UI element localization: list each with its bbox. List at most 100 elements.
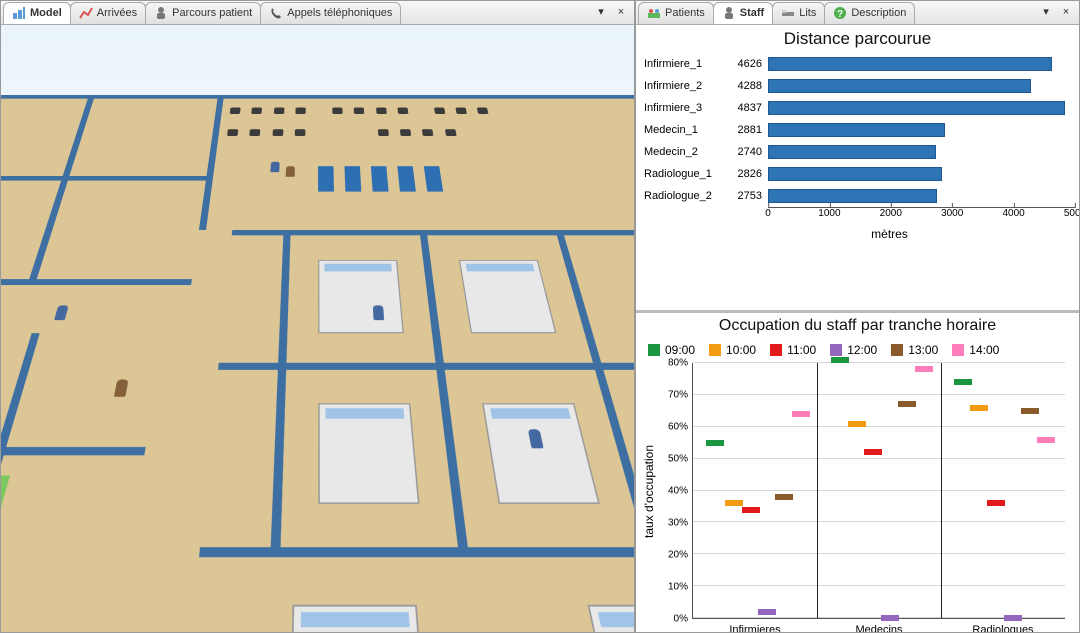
occ-ytick: 20% <box>668 550 688 561</box>
legend-item: 09:00 <box>648 343 695 357</box>
gridline <box>693 362 1065 363</box>
gridline <box>693 521 1065 522</box>
right-tab-description[interactable]: ? Description <box>824 2 915 24</box>
gridline <box>693 553 1065 554</box>
person-icon <box>154 6 168 20</box>
left-tabbar-controls: ▾ × <box>594 6 632 20</box>
occ-marker <box>1004 615 1022 621</box>
bar-row: Radiologue_22753 <box>640 185 1075 207</box>
bar-row: Infirmiere_34837 <box>640 97 1075 119</box>
occ-ytick: 70% <box>668 390 688 401</box>
tab-label: Appels téléphoniques <box>287 7 392 19</box>
close-icon[interactable]: × <box>614 6 628 20</box>
distance-chart-title: Distance parcourue <box>640 29 1075 49</box>
bar-xtick: 0 <box>765 208 771 219</box>
bar-track <box>768 79 1075 93</box>
legend-label: 10:00 <box>726 343 756 357</box>
distance-chart-xaxis: 010002000300040005000 <box>768 207 1075 225</box>
occ-marker <box>758 609 776 615</box>
bar-track <box>768 167 1075 181</box>
left-tab-arrivées[interactable]: Arrivées <box>70 2 146 24</box>
occ-marker <box>970 405 988 411</box>
bar-label: Medecin_1 <box>640 124 728 136</box>
tab-label: Arrivées <box>97 7 137 19</box>
tab-label: Staff <box>740 7 764 19</box>
model-viewport[interactable] <box>1 25 634 632</box>
bar-row: Infirmiere_14626 <box>640 53 1075 75</box>
bar-fill <box>768 167 942 181</box>
svg-text:?: ? <box>837 9 843 20</box>
distance-chart-xlabel: mètres <box>704 227 1075 241</box>
bar-xtick: 2000 <box>880 208 902 219</box>
occ-ytick: 0% <box>674 614 688 625</box>
occ-marker <box>1037 437 1055 443</box>
right-tab-staff[interactable]: Staff <box>713 2 773 24</box>
bar-row: Medecin_22740 <box>640 141 1075 163</box>
gridline <box>693 490 1065 491</box>
bar-fill <box>768 145 936 159</box>
chart-icon <box>79 6 93 20</box>
bar-track <box>768 101 1075 115</box>
occupation-chart-pane: Occupation du staff par tranche horaire … <box>636 313 1079 632</box>
tab-label: Patients <box>665 7 705 19</box>
dropdown-icon[interactable]: ▾ <box>594 6 608 20</box>
gridline <box>693 458 1065 459</box>
dropdown-icon[interactable]: ▾ <box>1039 6 1053 20</box>
left-tabbar: Model Arrivées Parcours patient Appels télé… <box>1 1 634 25</box>
group-separator <box>941 363 942 618</box>
bar-fill <box>768 123 945 137</box>
right-tabbar: Patients Staff Lits? Description ▾ × <box>636 1 1079 25</box>
bar-label: Infirmiere_1 <box>640 58 728 70</box>
bar-label: Medecin_2 <box>640 146 728 158</box>
occ-marker <box>848 421 866 427</box>
bar-fill <box>768 101 1065 115</box>
legend-item: 12:00 <box>830 343 877 357</box>
bar-value: 2826 <box>728 168 768 180</box>
occ-ytick: 60% <box>668 422 688 433</box>
occupation-chart: taux d'occupation 0%10%20%30%40%50%60%70… <box>640 363 1075 623</box>
occ-marker <box>831 357 849 363</box>
occ-ytick: 10% <box>668 582 688 593</box>
bar-xtick: 5000 <box>1064 208 1079 219</box>
occ-xtick: Infirmieres <box>729 624 780 632</box>
occupation-chart-title: Occupation du staff par tranche horaire <box>640 317 1075 335</box>
legend-item: 10:00 <box>709 343 756 357</box>
legend-item: 11:00 <box>770 343 816 357</box>
gridline <box>693 426 1065 427</box>
left-tab-model[interactable]: Model <box>3 2 71 24</box>
right-panel: Patients Staff Lits? Description ▾ × Distan… <box>635 0 1080 633</box>
phone-icon <box>269 6 283 20</box>
occ-marker <box>742 507 760 513</box>
legend-swatch <box>830 344 842 356</box>
left-tab-appels-téléphoniques[interactable]: Appels téléphoniques <box>260 2 401 24</box>
legend-swatch <box>648 344 660 356</box>
bar-label: Radiologue_2 <box>640 190 728 202</box>
bar-label: Radiologue_1 <box>640 168 728 180</box>
left-panel: Model Arrivées Parcours patient Appels télé… <box>0 0 635 633</box>
legend-item: 14:00 <box>952 343 999 357</box>
bar-fill <box>768 79 1031 93</box>
legend-swatch <box>709 344 721 356</box>
right-tab-patients[interactable]: Patients <box>638 2 714 24</box>
bar-label: Infirmiere_3 <box>640 102 728 114</box>
close-icon[interactable]: × <box>1059 6 1073 20</box>
bar-xtick: 3000 <box>941 208 963 219</box>
bar-row: Radiologue_12826 <box>640 163 1075 185</box>
occupation-legend: 09:0010:0011:0012:0013:0014:00 <box>640 339 1075 363</box>
scene-3d <box>1 25 634 632</box>
occupation-yaxis: 0%10%20%30%40%50%60%70%80% <box>658 363 692 619</box>
occ-ytick: 30% <box>668 518 688 529</box>
bar-track <box>768 189 1075 203</box>
legend-label: 09:00 <box>665 343 695 357</box>
tab-label: Lits <box>799 7 816 19</box>
distance-chart: Infirmiere_14626Infirmiere_24288Infirmie… <box>640 53 1075 289</box>
right-tab-lits[interactable]: Lits <box>772 2 825 24</box>
bar-value: 2881 <box>728 124 768 136</box>
left-tab-parcours-patient[interactable]: Parcours patient <box>145 2 261 24</box>
bar-fill <box>768 189 937 203</box>
gridline <box>693 585 1065 586</box>
occ-marker <box>1021 408 1039 414</box>
legend-swatch <box>952 344 964 356</box>
occ-ytick: 40% <box>668 486 688 497</box>
tab-label: Description <box>851 7 906 19</box>
